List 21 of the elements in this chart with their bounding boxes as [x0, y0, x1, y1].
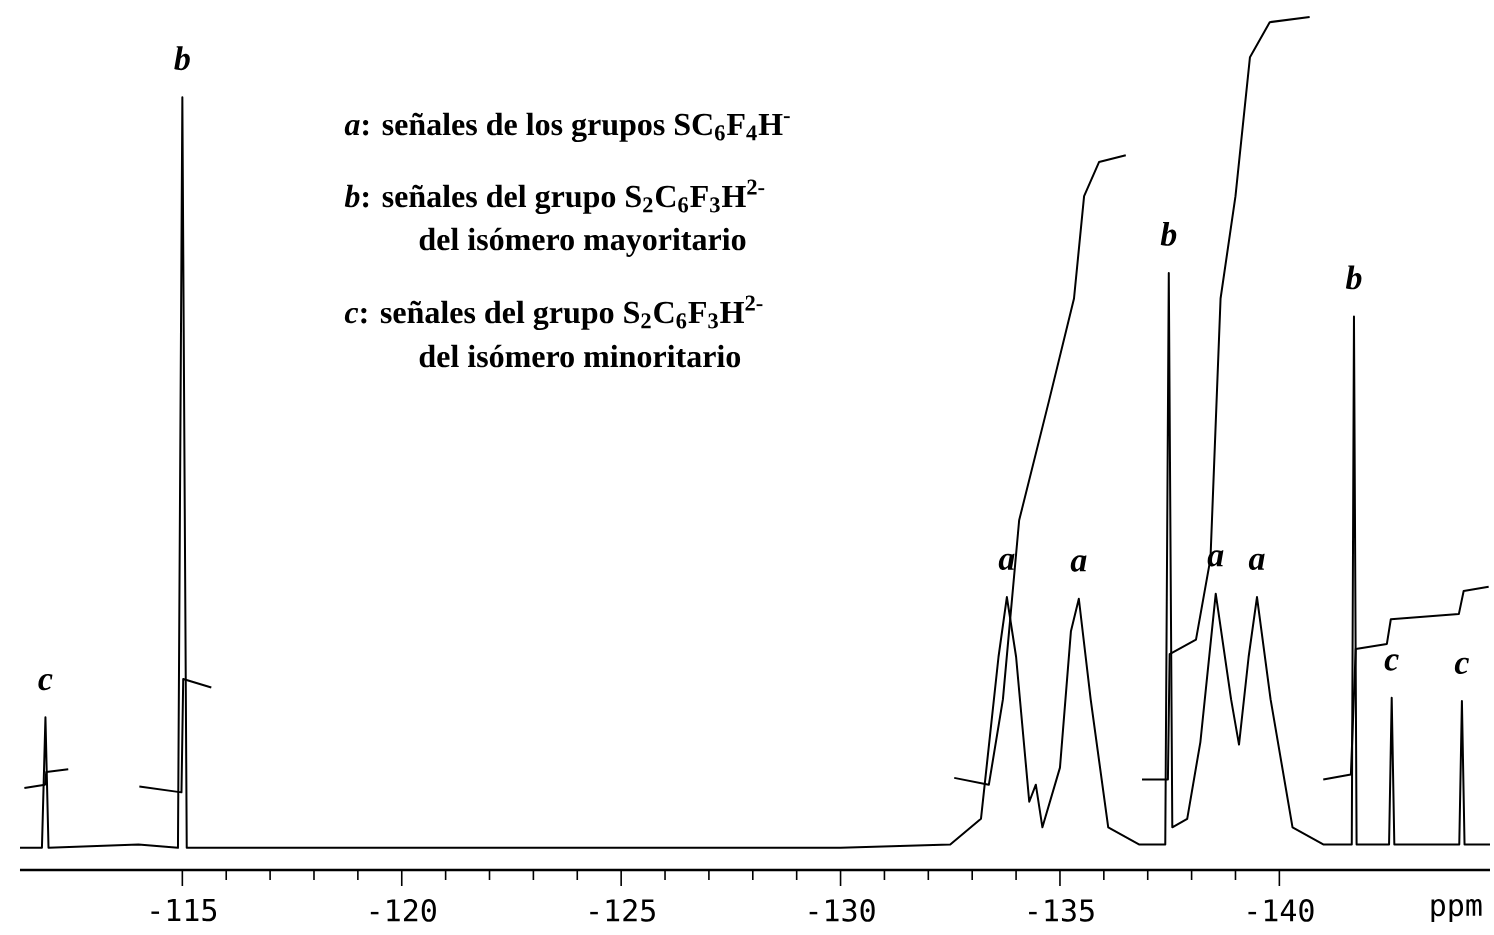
text: b: señales del grupo S$_{2}$C$_{6}$F$_{3}$H$^{2-}$: [344, 179, 765, 215]
annotation: c: [1384, 654, 1399, 671]
annotation: c: [38, 673, 53, 691]
annotation: b: [1345, 265, 1362, 290]
annotation: a: señales de los grupos SC$_{6}$F$_{4}$H$^{-}$: [344, 112, 790, 143]
annotation: b: [174, 46, 190, 71]
annotation: a: [1248, 553, 1265, 570]
x-tick-label: -140: [1248, 899, 1314, 922]
annotation: a: [1070, 555, 1087, 572]
annotation: b: [1160, 221, 1177, 246]
annotation: del isómero mayoritario: [419, 227, 746, 257]
x-axis-title: ppm: [1431, 899, 1482, 923]
x-tick-label: -115: [151, 899, 217, 922]
x-tick-label: -135: [1029, 899, 1094, 922]
annotation: a: [998, 553, 1015, 570]
annotation: c: [1454, 657, 1469, 675]
text: c: señales del grupo S$_{2}$C$_{6}$F$_{3}$H$^{2-}$: [344, 295, 763, 331]
annotation: del isómero minoritario: [419, 344, 741, 368]
x-tick-label: -120: [370, 899, 436, 922]
x-tick-label: -130: [809, 899, 875, 922]
x-tick-label: -125: [590, 899, 655, 922]
